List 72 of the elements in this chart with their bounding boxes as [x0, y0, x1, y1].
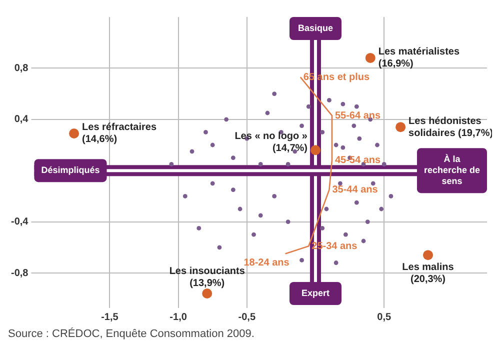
point: [354, 104, 359, 109]
point: [343, 232, 348, 237]
series-label: Les « no logo » (14,7%): [234, 130, 308, 154]
annotation: Expert: [301, 288, 330, 298]
point: [396, 122, 406, 132]
point: [182, 194, 188, 198]
point: [258, 162, 263, 166]
point: [388, 194, 394, 198]
y-tick-label: 0,8: [14, 62, 29, 74]
point: [258, 213, 263, 218]
point: [365, 52, 376, 63]
point: [300, 258, 304, 262]
point: [334, 142, 338, 148]
annotation: Basique: [298, 22, 334, 33]
point: [265, 110, 270, 116]
x-tick-label: -0,5: [238, 312, 256, 323]
point: [354, 200, 359, 205]
point: [252, 232, 256, 237]
point: [340, 145, 346, 150]
point: [306, 104, 311, 109]
point: [310, 145, 320, 156]
point: [320, 226, 325, 230]
point: [204, 130, 208, 134]
point: [361, 238, 366, 244]
point: [327, 98, 332, 102]
point: [375, 142, 380, 148]
point: [300, 124, 304, 128]
point: [357, 136, 362, 141]
point: [379, 206, 384, 212]
point: [210, 142, 215, 148]
point: [210, 181, 215, 186]
x-tick-label: -1,0: [170, 312, 188, 323]
series-label: Les réfractaires (14,6%): [82, 122, 157, 146]
point: [324, 206, 329, 212]
point: [334, 260, 338, 265]
point: [238, 206, 242, 212]
point: [202, 288, 212, 298]
y-tick-label: -0,4: [10, 216, 29, 228]
point: [286, 220, 290, 224]
series-label: Les matérialistes (16,9%): [378, 46, 460, 70]
series-label: Les malins (20,3%): [402, 262, 454, 285]
point: [352, 124, 356, 128]
point: [370, 181, 376, 186]
point: [190, 149, 194, 154]
series-label: Les insouciants (13,9%): [169, 266, 246, 290]
annotation: 35-44 ans: [332, 184, 378, 196]
point: [230, 156, 236, 160]
point: [217, 245, 222, 250]
point: [423, 250, 434, 260]
point: [365, 220, 370, 224]
annotation: 18-24 ans: [244, 258, 290, 269]
point: [196, 226, 202, 230]
annotation: Désimpliqués: [41, 165, 100, 176]
point: [230, 188, 236, 192]
annotation: 45-54 ans: [334, 155, 381, 166]
point: [382, 162, 386, 166]
point: [320, 130, 325, 134]
point: [224, 117, 229, 122]
point: [272, 92, 277, 96]
source-note: Source : CRÉDOC, Enquête Consommation 2009.: [8, 328, 256, 340]
annotation: 55-64 ans: [334, 110, 381, 122]
x-tick-label: -1,5: [101, 312, 119, 323]
annotation: À la recherche de sens: [424, 154, 480, 186]
point: [340, 102, 346, 106]
point: [69, 128, 80, 138]
point: [338, 181, 342, 186]
point: [169, 162, 174, 166]
x-tick-label: 0,5: [377, 312, 392, 323]
point: [286, 162, 290, 166]
point: [272, 194, 277, 198]
y-tick-label: 0,4: [14, 114, 29, 126]
y-tick-label: -0,8: [10, 268, 29, 279]
